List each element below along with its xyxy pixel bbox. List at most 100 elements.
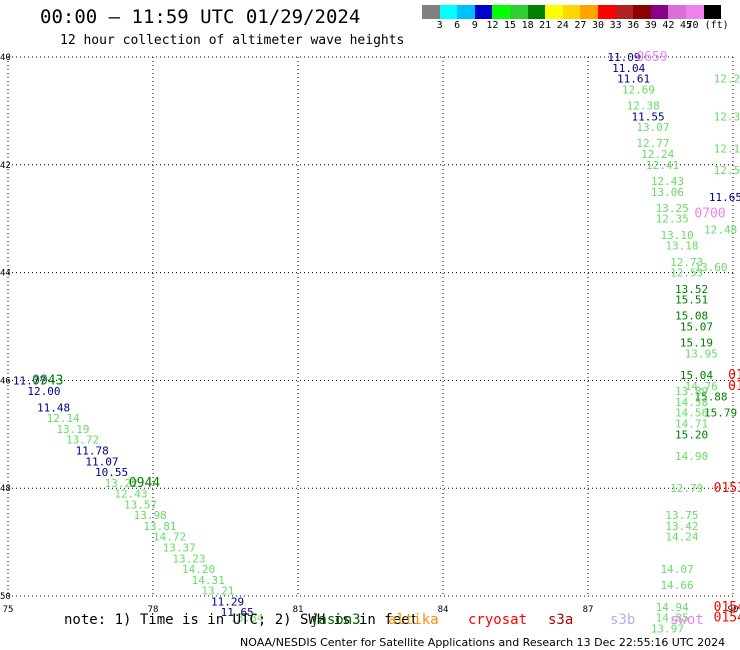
- wave-height-value: 12.43: [114, 488, 147, 501]
- legend-label: 70 (ft): [686, 20, 729, 31]
- note-text: note: 1) Time is in UTC; 2) SWH is in fe…: [64, 612, 419, 628]
- wave-height-value: 15.79: [704, 407, 737, 420]
- satellite-s3a: s3a: [548, 612, 574, 628]
- wave-height-value: 13.81: [143, 520, 176, 533]
- wave-height-value: 13.07: [636, 121, 669, 134]
- wave-height-value: 13.72: [66, 434, 99, 447]
- color-scale-legend: [422, 5, 722, 19]
- wave-height-value: 13.25: [656, 202, 689, 215]
- legend-label: 27: [574, 20, 587, 31]
- wave-height-value: 12.69: [622, 83, 655, 96]
- wave-height-value: 12.24: [641, 148, 674, 161]
- wave-height-value: 15.51: [675, 294, 708, 307]
- legend-label: 3: [436, 20, 443, 31]
- map-subtitle: 12 hour collection of altimeter wave hei…: [60, 33, 405, 48]
- lon-tick-label: 87: [583, 605, 594, 615]
- wave-height-value: 12.38: [627, 100, 660, 113]
- wave-height-value: 15.20: [675, 428, 708, 441]
- satellite-s3b: s3b: [610, 612, 636, 628]
- lon-tick-label: 90: [728, 605, 739, 615]
- wave-height-value: 15.08: [675, 310, 708, 323]
- pass-time-label: 0153: [714, 481, 740, 496]
- legend-label: 39: [644, 20, 657, 31]
- wave-height-value: 14.24: [665, 531, 698, 544]
- legend-label: 21: [539, 20, 552, 31]
- legend-swatch: [509, 5, 528, 19]
- lat-tick-label: 40: [0, 53, 11, 63]
- wave-height-value: 12.79: [670, 482, 703, 495]
- wave-height-value: 12.73: [670, 256, 703, 269]
- wave-height-value: 11.29: [211, 595, 244, 608]
- wave-height-value: 11.61: [617, 73, 650, 86]
- pass-time-label: 0700: [694, 206, 725, 221]
- legend-label: 9: [471, 20, 478, 31]
- wave-height-value: 12.48: [704, 223, 737, 236]
- wave-height-value: 11.07: [85, 455, 118, 468]
- wave-height-value: 12.31: [714, 110, 740, 123]
- pass-time-label: 0153: [728, 379, 740, 394]
- wave-height-value: 14.58: [675, 396, 708, 409]
- legend-label: 30: [591, 20, 605, 31]
- legend-label: 12: [486, 20, 499, 31]
- pass-time-label: 0154: [714, 600, 740, 615]
- legend-swatch: [597, 5, 616, 19]
- wave-height-value: 12.43: [651, 175, 684, 188]
- lat-tick-label: 42: [0, 161, 11, 171]
- wave-height-value: 13.84: [230, 612, 263, 625]
- wave-height-value: 12.55: [714, 164, 740, 177]
- wave-height-value: 12.41: [646, 159, 679, 172]
- wave-height-value: 15.07: [680, 321, 713, 334]
- wave-height-value: 11.55: [632, 110, 665, 123]
- legend-swatch: [457, 5, 475, 19]
- legend-label: 33: [609, 20, 622, 31]
- footer-credit: NOAA/NESDIS Center for Satellite Applica…: [240, 636, 726, 649]
- wave-height-value: 13.10: [661, 229, 694, 242]
- legend-label: 36: [627, 20, 640, 31]
- wave-height-value: 10.55: [95, 466, 128, 479]
- wave-height-value: 15.19: [680, 337, 713, 350]
- lon-tick-label: 75: [3, 605, 14, 615]
- wave-height-value: 14.20: [182, 563, 215, 576]
- lon-tick-label: 81: [293, 605, 304, 615]
- units-note: note: 1) Time is in UTC; 2) SWH is in fe…: [64, 612, 418, 628]
- wave-height-value: 13.97: [651, 622, 684, 635]
- legend-swatch: [439, 5, 458, 19]
- wave-height-value: 13.23: [172, 552, 205, 565]
- wave-height-value: 12.77: [636, 137, 669, 150]
- wave-height-value: 11.65: [221, 606, 254, 619]
- wave-height-value: 11.09: [607, 51, 640, 64]
- satellite-swot: swot: [670, 612, 704, 628]
- wave-height-value: 13.95: [685, 347, 718, 360]
- color-scale-labels: 3 6 9 12 15 18 21 24 27 30 33 36 39 42 45 70 (ft): [422, 20, 740, 34]
- legend-swatch: [527, 5, 546, 19]
- wave-height-value: 13.57: [124, 498, 157, 511]
- legend-swatch: [633, 5, 651, 19]
- wave-height-value: 14.72: [153, 531, 186, 544]
- wave-height-value: 14.85: [656, 612, 689, 625]
- legend-swatch: [562, 5, 581, 19]
- wave-height-value: 12.35: [656, 213, 689, 226]
- legend-swatch: [650, 5, 669, 19]
- wave-height-value: 13.42: [665, 520, 698, 533]
- wave-height-value: 13.19: [56, 423, 89, 436]
- pass-time-label: 0154: [714, 611, 740, 626]
- lon-tick-label: 84: [438, 605, 449, 615]
- wave-height-value: 13.37: [163, 541, 196, 554]
- lat-tick-label: 44: [0, 269, 11, 279]
- wave-height-value: 13.75: [665, 509, 698, 522]
- wave-height-value: 12.14: [47, 412, 80, 425]
- wave-height-value: 13.21: [201, 585, 234, 598]
- legend-swatch: [474, 5, 493, 19]
- lat-tick-label: 48: [0, 484, 11, 494]
- lon-tick-label: 78: [148, 605, 159, 615]
- wave-height-value: 14.90: [675, 450, 708, 463]
- pass-time-label: 0659: [636, 50, 667, 65]
- wave-height-value: 12.21: [714, 73, 740, 86]
- wave-height-value: 11.77: [13, 374, 46, 387]
- satellite-cryosat: cryosat: [468, 612, 528, 628]
- legend-swatch: [703, 5, 722, 19]
- legend-label: 6: [454, 20, 461, 31]
- wave-height-value: 13.18: [665, 240, 698, 253]
- legend-swatch: [615, 5, 634, 19]
